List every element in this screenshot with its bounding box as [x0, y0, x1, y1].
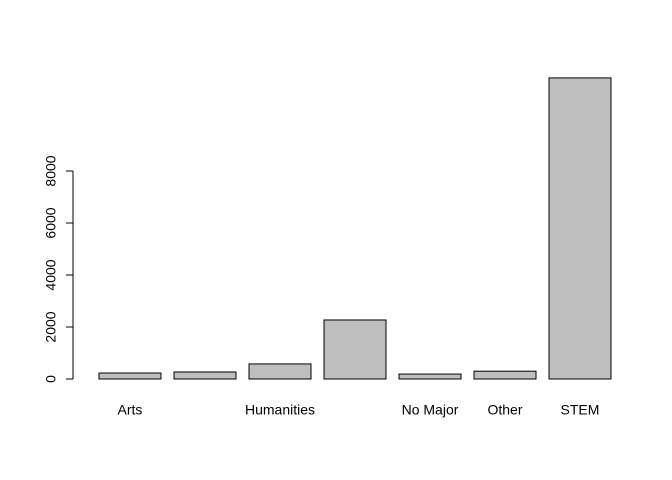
x-tick-label: STEM [561, 402, 600, 418]
y-tick-label: 2000 [43, 311, 59, 342]
x-tick-label: Arts [118, 402, 143, 418]
bar [323, 319, 387, 380]
bar [248, 363, 312, 380]
y-tick-label: 0 [43, 375, 59, 383]
bar [173, 371, 237, 380]
x-tick-label: Humanities [245, 402, 315, 418]
y-tick-label: 4000 [43, 259, 59, 290]
x-tick-label: Other [487, 402, 522, 418]
bar [398, 373, 462, 380]
y-tick-label: 6000 [43, 207, 59, 238]
x-tick-label: No Major [402, 402, 459, 418]
bar [473, 370, 537, 380]
bar [98, 372, 162, 380]
y-tick-label: 8000 [43, 155, 59, 186]
bar [548, 77, 612, 380]
